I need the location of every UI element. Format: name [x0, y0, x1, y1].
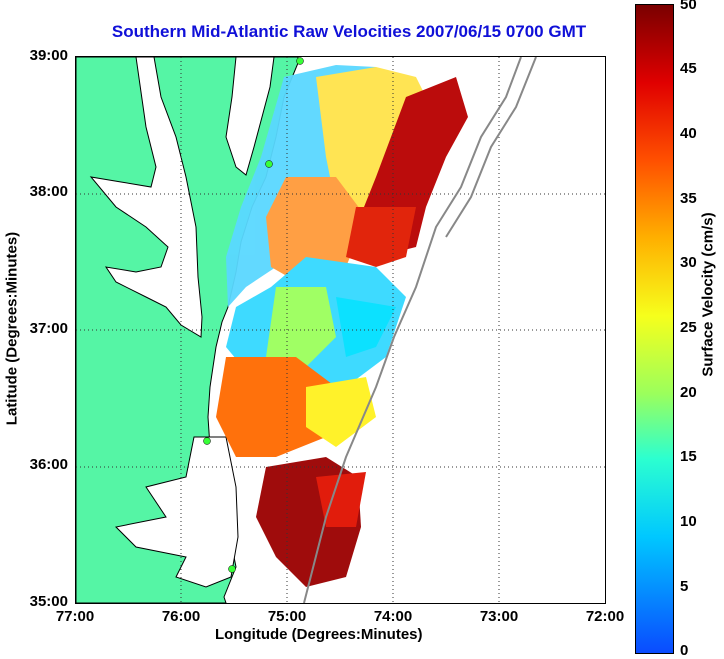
map-title: Southern Mid-Atlantic Raw Velocities 200… [111, 22, 587, 41]
cb-tick-5: 5 [680, 578, 689, 595]
cb-tick-15: 15 [680, 448, 697, 465]
grid-lines [76, 57, 605, 603]
colorbar [635, 4, 674, 654]
cb-tick-10: 10 [680, 513, 697, 530]
pamlico-sound [114, 436, 239, 588]
chesapeake-bay [89, 57, 203, 338]
cb-tick-40: 40 [680, 125, 697, 142]
cb-tick-0: 0 [680, 642, 689, 659]
x-tick-75: 75:00 [267, 608, 307, 625]
colorbar-label: Surface Velocity (cm/s) [699, 212, 717, 377]
radar-sites [203, 57, 304, 573]
cb-tick-35: 35 [680, 190, 697, 207]
cb-tick-25: 25 [680, 319, 697, 336]
x-tick-74: 74:00 [373, 608, 413, 625]
delaware-bay [225, 57, 275, 176]
map-svg [76, 57, 605, 603]
y-tick-38: 38:00 [29, 183, 68, 200]
map-plot-area[interactable] [75, 56, 606, 604]
y-axis-label: Latitude (Degrees:Minutes) [3, 231, 21, 426]
cb-tick-45: 45 [680, 60, 697, 77]
x-tick-77: 77:00 [55, 608, 95, 625]
x-tick-73: 73:00 [479, 608, 519, 625]
cb-tick-50: 50 [680, 0, 697, 13]
y-tick-37: 37:00 [29, 320, 68, 337]
x-axis-label: Longitude (Degrees:Minutes) [215, 626, 423, 643]
bathymetry-contours [303, 57, 537, 603]
cb-tick-30: 30 [680, 254, 697, 271]
y-tick-36: 36:00 [29, 456, 68, 473]
y-tick-35: 35:00 [29, 593, 68, 610]
y-tick-39: 39:00 [29, 47, 68, 64]
cb-tick-20: 20 [680, 384, 697, 401]
x-tick-72: 72:00 [585, 608, 625, 625]
x-tick-76: 76:00 [161, 608, 201, 625]
